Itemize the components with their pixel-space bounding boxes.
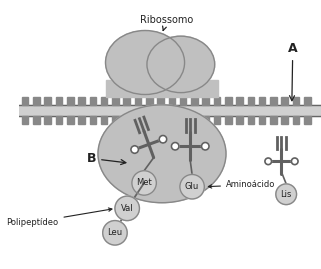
- Bar: [101, 97, 108, 105]
- Bar: [67, 116, 74, 124]
- Bar: [101, 116, 108, 124]
- Bar: [19, 105, 321, 116]
- Text: Lis: Lis: [281, 190, 292, 199]
- Bar: [293, 116, 299, 124]
- Text: Polipeptídeo: Polipeptídeo: [6, 208, 112, 227]
- Circle shape: [132, 171, 156, 195]
- Text: Met: Met: [136, 178, 152, 187]
- Circle shape: [171, 143, 179, 150]
- Bar: [259, 116, 265, 124]
- Bar: [157, 97, 164, 105]
- Bar: [33, 97, 40, 105]
- Ellipse shape: [106, 31, 185, 94]
- Bar: [180, 97, 187, 105]
- Circle shape: [159, 136, 167, 143]
- Text: Aminoácido: Aminoácido: [208, 180, 275, 189]
- Bar: [106, 80, 219, 97]
- Bar: [33, 116, 40, 124]
- Bar: [203, 116, 209, 124]
- Circle shape: [265, 158, 272, 165]
- Bar: [304, 97, 311, 105]
- Ellipse shape: [147, 36, 215, 93]
- Circle shape: [291, 158, 298, 165]
- Bar: [247, 116, 254, 124]
- Bar: [90, 116, 96, 124]
- Bar: [22, 116, 28, 124]
- Bar: [123, 116, 130, 124]
- Bar: [135, 116, 141, 124]
- Circle shape: [180, 175, 204, 199]
- Bar: [44, 116, 51, 124]
- Text: Val: Val: [121, 204, 134, 213]
- Bar: [180, 116, 187, 124]
- Bar: [270, 97, 277, 105]
- Bar: [304, 116, 311, 124]
- Bar: [270, 116, 277, 124]
- Circle shape: [276, 184, 297, 205]
- Ellipse shape: [140, 68, 187, 89]
- Text: Leu: Leu: [108, 228, 123, 237]
- Bar: [225, 116, 232, 124]
- Bar: [112, 116, 119, 124]
- Circle shape: [115, 196, 139, 221]
- Bar: [135, 97, 141, 105]
- Bar: [146, 97, 152, 105]
- Text: Glu: Glu: [185, 182, 199, 191]
- Bar: [191, 97, 198, 105]
- Bar: [236, 116, 243, 124]
- Bar: [259, 97, 265, 105]
- Circle shape: [202, 143, 209, 150]
- Bar: [67, 97, 74, 105]
- Bar: [293, 97, 299, 105]
- Bar: [236, 97, 243, 105]
- Bar: [169, 97, 175, 105]
- Bar: [123, 97, 130, 105]
- Bar: [225, 97, 232, 105]
- Bar: [44, 97, 51, 105]
- Bar: [169, 116, 175, 124]
- Bar: [157, 116, 164, 124]
- Bar: [282, 116, 288, 124]
- Text: B: B: [87, 152, 126, 165]
- Bar: [214, 97, 220, 105]
- Ellipse shape: [98, 105, 226, 203]
- Bar: [112, 97, 119, 105]
- Bar: [56, 97, 62, 105]
- Circle shape: [131, 146, 138, 153]
- Bar: [78, 97, 85, 105]
- Bar: [282, 97, 288, 105]
- Text: A: A: [288, 42, 298, 101]
- Bar: [203, 97, 209, 105]
- Bar: [247, 97, 254, 105]
- Text: Ribossomo: Ribossomo: [140, 15, 193, 30]
- Bar: [146, 116, 152, 124]
- Circle shape: [103, 221, 127, 245]
- Bar: [191, 116, 198, 124]
- Bar: [56, 116, 62, 124]
- Bar: [22, 97, 28, 105]
- Bar: [78, 116, 85, 124]
- Bar: [90, 97, 96, 105]
- Bar: [214, 116, 220, 124]
